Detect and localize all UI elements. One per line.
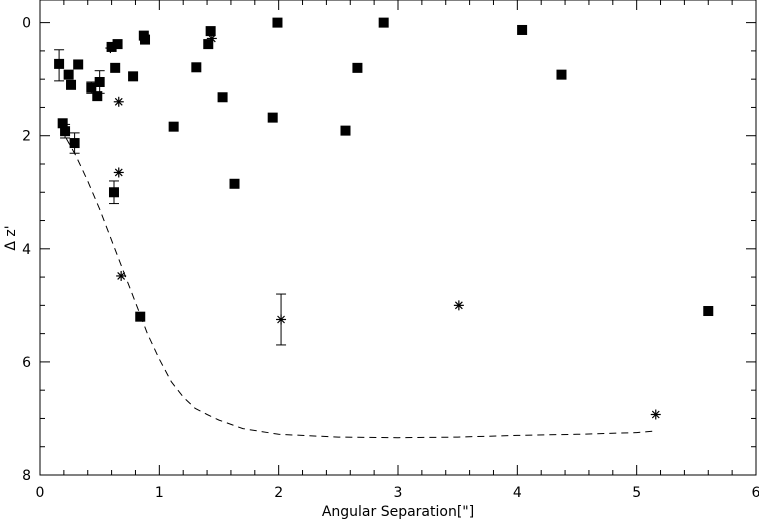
y-axis-title: Δ z' <box>3 225 19 250</box>
detection-limit-curve <box>65 138 656 439</box>
y-tick-label: 8 <box>22 468 31 484</box>
x-axis-title: Angular Separation["] <box>322 504 474 520</box>
y-tick-label: 4 <box>22 242 31 258</box>
square-point <box>128 71 139 82</box>
square-point <box>168 121 179 132</box>
asterisk-point <box>276 314 287 325</box>
asterisk-point <box>116 270 127 281</box>
plot-frame <box>39 0 757 476</box>
square-point <box>135 311 146 322</box>
square-point <box>229 178 240 189</box>
square-point <box>110 62 121 73</box>
asterisk-point <box>650 409 661 420</box>
asterisk-stroke <box>114 168 123 177</box>
square-point <box>63 69 74 80</box>
x-tick-label: 3 <box>394 485 403 501</box>
asterisk-point <box>453 300 464 311</box>
asterisk-stroke <box>454 301 463 310</box>
square-point <box>92 91 103 102</box>
y-tick-label: 2 <box>22 129 31 145</box>
square-point <box>205 26 216 37</box>
square-point <box>66 79 77 90</box>
square-point <box>112 39 123 50</box>
asterisk-stroke <box>117 272 126 280</box>
square-point <box>108 187 119 198</box>
asterisk-point <box>113 96 124 107</box>
x-tick-label: 2 <box>274 485 283 501</box>
asterisk-point <box>206 33 217 44</box>
square-point <box>60 126 71 137</box>
square-point <box>556 69 567 80</box>
asterisk-stroke <box>207 34 216 43</box>
square-point <box>191 62 202 73</box>
axis-tick-labels: 0 1 2 3 4 5 6 0 2 4 6 8 <box>22 16 759 501</box>
x-tick-label: 5 <box>632 485 641 501</box>
asterisk-stroke <box>106 44 115 52</box>
square-point <box>352 62 363 73</box>
square-point <box>517 24 528 35</box>
square-point <box>217 92 228 103</box>
error-bars <box>54 49 287 346</box>
asterisk-stroke <box>277 315 285 324</box>
axis-ticks <box>39 0 757 476</box>
y-tick-label: 6 <box>22 355 31 371</box>
square-point <box>203 39 214 50</box>
square-point <box>57 118 68 129</box>
square-point <box>54 58 65 69</box>
x-tick-label: 0 <box>36 485 45 501</box>
square-point <box>140 34 151 45</box>
x-tick-label: 1 <box>155 485 164 501</box>
square-point <box>86 82 97 93</box>
y-tick-label: 0 <box>22 16 31 32</box>
asterisk-stroke <box>651 410 660 419</box>
x-tick-label: 4 <box>513 485 522 501</box>
asterisk-point <box>105 43 116 54</box>
square-point <box>69 138 80 149</box>
square-point <box>340 125 351 136</box>
square-point <box>267 112 278 123</box>
asterisk-point <box>113 167 124 178</box>
square-point <box>73 59 84 70</box>
square-point <box>272 17 283 28</box>
square-point <box>94 76 105 87</box>
square-point <box>378 17 389 28</box>
asterisk-stroke <box>114 97 123 106</box>
square-point <box>703 306 714 317</box>
data-points <box>54 17 714 420</box>
x-tick-label: 6 <box>752 485 759 501</box>
